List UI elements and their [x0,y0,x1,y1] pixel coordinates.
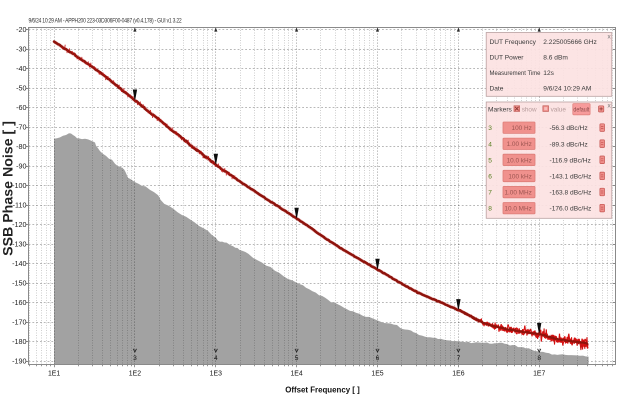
svg-text:-30: -30 [16,44,26,53]
svg-text:DUT Frequency: DUT Frequency [490,39,537,46]
svg-text:-190: -190 [12,356,26,365]
svg-text:-116.9 dBc/Hz: -116.9 dBc/Hz [550,157,591,164]
svg-text:-40: -40 [16,64,26,73]
svg-text:-50: -50 [16,83,26,92]
svg-text:100 kHz: 100 kHz [508,173,531,180]
svg-text:1E5: 1E5 [371,371,383,378]
svg-text:-80: -80 [16,142,26,151]
svg-text:1E1: 1E1 [48,371,60,378]
svg-text:1E4: 1E4 [290,371,302,378]
svg-text:4: 4 [488,141,492,148]
svg-text:-70: -70 [16,122,26,131]
svg-text:Markers: Markers [488,107,513,114]
svg-text:10.0 kHz: 10.0 kHz [507,157,532,164]
svg-text:-100: -100 [12,181,26,190]
svg-text:SSB Phase Noise [ ]: SSB Phase Noise [ ] [0,121,16,256]
svg-text:5: 5 [295,355,299,362]
svg-text:3: 3 [488,125,492,132]
svg-text:6: 6 [488,174,492,181]
svg-text:7: 7 [457,355,461,362]
svg-text:1E6: 1E6 [452,371,464,378]
svg-text:show: show [522,107,537,114]
svg-text:-180: -180 [12,337,26,346]
svg-text:-20: -20 [16,25,26,34]
svg-text:-120: -120 [12,220,26,229]
svg-text:Offset Frequency [ ]: Offset Frequency [ ] [285,386,360,395]
svg-text:x: x [608,34,612,41]
svg-text:12s: 12s [543,70,554,77]
svg-text:x: x [608,103,612,110]
svg-text:8.6 dBm: 8.6 dBm [543,55,568,62]
svg-text:1E7: 1E7 [533,371,545,378]
svg-text:-163.8 dBc/Hz: -163.8 dBc/Hz [550,190,592,197]
svg-text:6: 6 [376,355,380,362]
svg-text:DUT Power: DUT Power [490,55,525,62]
svg-text:Date: Date [490,85,504,92]
svg-text:8: 8 [488,206,492,213]
svg-text:100 Hz: 100 Hz [512,125,532,132]
svg-text:10.0 MHz: 10.0 MHz [504,206,531,213]
svg-text:Measurement Time: Measurement Time [490,70,541,77]
svg-text:-143.1 dBc/Hz: -143.1 dBc/Hz [550,174,592,181]
svg-text:2.225005666 GHz: 2.225005666 GHz [543,39,597,46]
svg-text:3: 3 [133,355,137,362]
svg-text:-130: -130 [12,239,26,248]
svg-text:9/6/24 10:29 AM: 9/6/24 10:29 AM [543,85,591,92]
svg-text:-90: -90 [16,161,26,170]
svg-text:1.00 MHz: 1.00 MHz [504,190,531,197]
svg-text:1E3: 1E3 [210,371,222,378]
svg-text:-170: -170 [12,317,26,326]
svg-text:7: 7 [488,190,492,197]
svg-text:1.00 kHz: 1.00 kHz [507,141,532,148]
svg-text:-176.0 dBc/Hz: -176.0 dBc/Hz [550,206,592,213]
svg-text:5: 5 [488,157,492,164]
svg-text:-160: -160 [12,298,26,307]
svg-text:-89.3 dBc/Hz: -89.3 dBc/Hz [550,141,588,148]
svg-text:8: 8 [537,355,541,362]
svg-text:-56.3 dBc/Hz: -56.3 dBc/Hz [550,125,588,132]
svg-text:-140: -140 [12,259,26,268]
svg-text:default: default [573,107,589,114]
svg-text:-110: -110 [13,200,27,209]
svg-text:-60: -60 [16,103,26,112]
svg-text:value: value [551,107,567,114]
svg-text:9/6/24 10:29 AM - APPH200 223-: 9/6/24 10:29 AM - APPH200 223-03D306F00-… [29,17,183,24]
svg-text:1E2: 1E2 [129,371,141,378]
svg-text:4: 4 [214,355,218,362]
svg-text:-150: -150 [12,278,26,287]
